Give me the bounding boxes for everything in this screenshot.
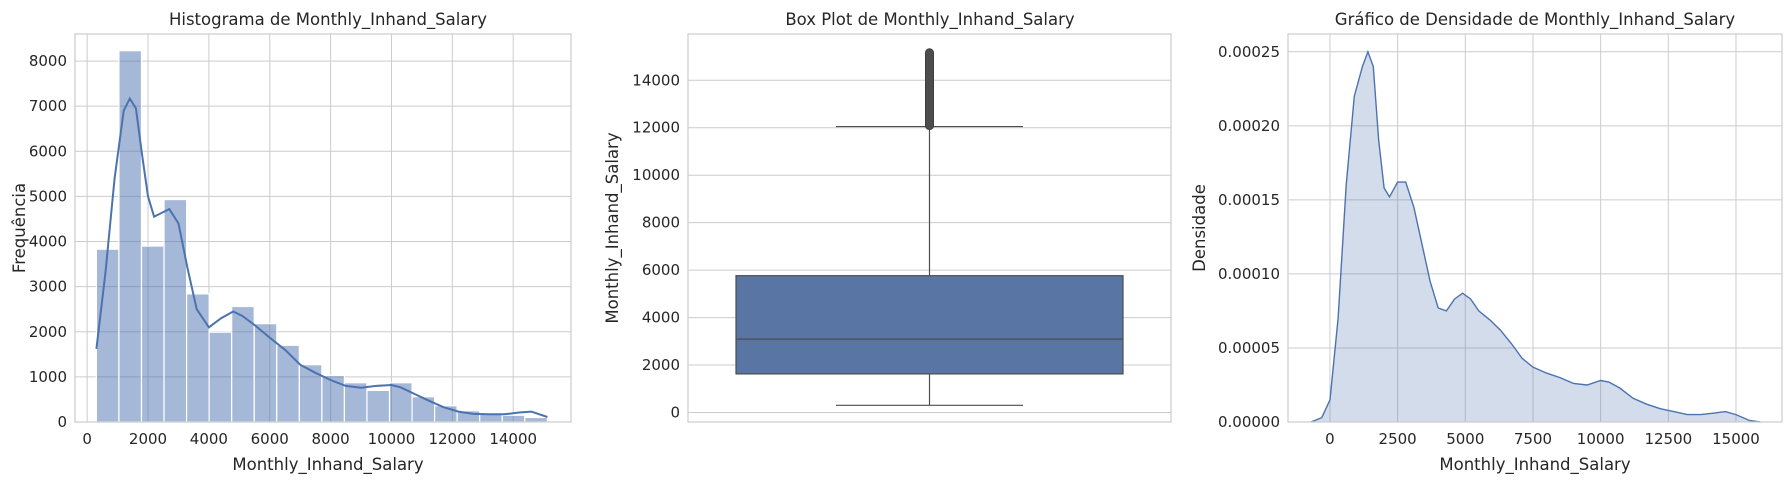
histogram-bar [388, 382, 413, 423]
density-frame [1287, 33, 1783, 423]
histogram-title: Histograma de Monthly_Inhand_Salary [169, 10, 487, 30]
boxplot-y-tick-label: 12000 [632, 119, 680, 137]
density-y-tick-label: 0.00005 [1218, 339, 1280, 357]
boxplot-outliers [925, 48, 934, 131]
histogram-bar [95, 248, 120, 423]
density-y-tick-label: 0.00020 [1218, 117, 1280, 135]
density-line [1310, 49, 1761, 423]
density-x-tick-label: 0 [1325, 430, 1335, 448]
histogram-y-tick-label: 3000 [29, 278, 67, 296]
density-area [1311, 51, 1761, 423]
density-y-label: Densidade [1190, 184, 1209, 272]
histogram-y-ticks: 0 1000 2000 3000 4000 5000 6000 7000 8000 [29, 52, 67, 431]
density-x-tick-label: 7500 [1514, 430, 1552, 448]
histogram-bar [253, 323, 278, 423]
histogram-x-tick-label: 6000 [251, 430, 289, 448]
histogram-bar [185, 293, 210, 423]
boxplot-box [735, 48, 1124, 406]
density-x-tick-label: 15000 [1712, 430, 1760, 448]
histogram-y-tick-label: 6000 [29, 142, 67, 160]
histogram-bar [343, 382, 368, 423]
histogram-y-tick-label: 2000 [29, 323, 67, 341]
histogram-panel: Histograma de Monthly_Inhand_Salary 0 200… [10, 10, 572, 475]
histogram-x-ticks: 0 2000 4000 6000 8000 10000 12000 14000 [82, 430, 537, 448]
boxplot-y-tick-label: 6000 [642, 261, 680, 279]
density-x-tick-label: 5000 [1446, 430, 1484, 448]
histogram-y-tick-label: 0 [57, 413, 67, 431]
density-y-tick-label: 0.00015 [1218, 191, 1280, 209]
histogram-bar [163, 198, 188, 423]
histogram-bar [118, 50, 143, 423]
histogram-y-tick-label: 8000 [29, 52, 67, 70]
density-panel: Gráfico de Densidade de Monthly_Inhand_S… [1190, 10, 1783, 475]
histogram-y-tick-label: 5000 [29, 187, 67, 205]
histogram-y-tick-label: 4000 [29, 233, 67, 251]
density-y-ticks: 0.00000 0.00005 0.00010 0.00015 0.00020 0.000… [1218, 43, 1280, 431]
boxplot-iqr-box [735, 275, 1124, 375]
density-x-ticks: 0 2500 5000 7500 10000 12500 15000 [1325, 430, 1760, 448]
histogram-bar [411, 396, 436, 423]
histogram-bar [276, 344, 300, 423]
histogram-frame [74, 33, 572, 423]
histogram-bar [140, 245, 165, 423]
histogram-x-tick-label: 2000 [129, 430, 167, 448]
density-x-tick-label: 2500 [1379, 430, 1417, 448]
boxplot-y-tick-label: 10000 [632, 166, 680, 184]
histogram-bar [366, 389, 391, 423]
histogram-x-tick-label: 10000 [368, 430, 416, 448]
histogram-x-tick-label: 8000 [312, 430, 350, 448]
boxplot-y-tick-label: 0 [670, 404, 680, 422]
histogram-y-tick-label: 1000 [29, 368, 67, 386]
boxplot-frame [687, 33, 1172, 423]
boxplot-title: Box Plot de Monthly_Inhand_Salary [785, 10, 1075, 30]
histogram-bar [524, 416, 548, 423]
density-y-tick-label: 0.00010 [1218, 265, 1280, 283]
density-y-tick-label: 0.00000 [1218, 413, 1280, 431]
histogram-x-tick-label: 0 [82, 430, 92, 448]
histogram-bar [501, 414, 526, 423]
density-x-tick-label: 10000 [1577, 430, 1625, 448]
density-title: Gráfico de Densidade de Monthly_Inhand_S… [1335, 10, 1736, 30]
histogram-y-tick-label: 7000 [29, 97, 67, 115]
density-x-tick-label: 12500 [1644, 430, 1692, 448]
boxplot-y-tick-label: 2000 [642, 356, 680, 374]
boxplot-y-tick-label: 14000 [632, 71, 680, 89]
histogram-x-tick-label: 14000 [489, 430, 537, 448]
boxplot-y-tick-label: 4000 [642, 309, 680, 327]
histogram-x-label: Monthly_Inhand_Salary [232, 455, 423, 475]
histogram-x-tick-label: 4000 [190, 430, 228, 448]
histogram-kde-line [95, 96, 548, 418]
density-y-tick-label: 0.00025 [1218, 43, 1280, 61]
boxplot-panel: Box Plot de Monthly_Inhand_Salary 0 2000 4… [603, 10, 1172, 423]
histogram-bar [208, 331, 233, 423]
boxplot-y-tick-label: 8000 [642, 214, 680, 232]
boxplot-y-label: Monthly_Inhand_Salary [603, 132, 623, 323]
boxplot-y-ticks: 0 2000 4000 6000 8000 10000 12000 14000 [632, 71, 680, 421]
histogram-bar [231, 305, 255, 423]
histogram-y-label: Frequência [10, 183, 29, 273]
histogram-bar [321, 374, 346, 423]
density-x-label: Monthly_Inhand_Salary [1439, 455, 1630, 475]
histogram-x-tick-label: 12000 [428, 430, 476, 448]
